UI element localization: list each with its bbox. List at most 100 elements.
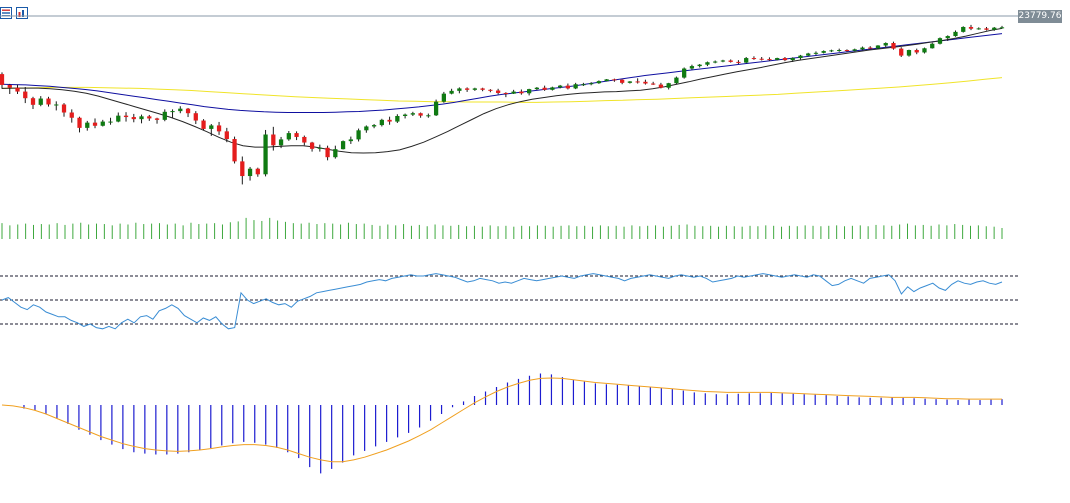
bullish-candle	[945, 36, 950, 39]
bearish-candle	[123, 115, 129, 118]
bullish-candle	[116, 115, 121, 122]
bearish-candle	[77, 117, 82, 128]
volume-panel	[1, 217, 1003, 239]
bearish-candle	[984, 28, 989, 30]
bullish-candle	[38, 98, 43, 105]
bullish-candle	[906, 50, 912, 56]
bullish-candle	[596, 81, 602, 84]
bullish-candle	[558, 85, 563, 88]
bearish-candle	[658, 84, 664, 88]
bearish-candle	[728, 60, 733, 62]
price-panel	[0, 15, 1018, 185]
bearish-candle	[255, 168, 260, 175]
bullish-candle	[813, 52, 819, 54]
bullish-candle	[364, 126, 369, 131]
bullish-candle	[775, 58, 780, 60]
bullish-candle	[697, 64, 702, 67]
bearish-candle	[0, 74, 5, 85]
moving-average-mid	[1, 33, 1003, 113]
signal-line	[1, 377, 1002, 463]
bullish-candle	[278, 139, 284, 146]
bearish-candle	[185, 108, 191, 114]
bullish-candle	[139, 116, 144, 120]
bullish-candle	[627, 81, 633, 83]
bullish-candle	[550, 87, 555, 90]
bearish-candle	[23, 91, 28, 99]
histogram-panel	[1, 373, 1003, 474]
bearish-candle	[565, 85, 571, 89]
bullish-candle	[875, 45, 881, 49]
bearish-candle	[736, 61, 741, 63]
bearish-candle	[464, 88, 470, 90]
bearish-candle	[61, 104, 67, 113]
bullish-candle	[883, 43, 888, 46]
bearish-candle	[387, 119, 392, 122]
bearish-candle	[899, 48, 904, 56]
bullish-candle	[604, 79, 609, 82]
bullish-candle	[976, 28, 981, 30]
oscillator-line	[1, 273, 1003, 330]
bullish-candle	[589, 83, 594, 85]
bearish-candle	[271, 134, 276, 146]
bullish-candle	[999, 27, 1005, 29]
bearish-candle	[759, 58, 764, 60]
bullish-candle	[441, 93, 446, 102]
bullish-candle	[527, 89, 532, 94]
bearish-candle	[418, 113, 423, 116]
bullish-candle	[263, 134, 268, 175]
bearish-candle	[503, 92, 509, 94]
bearish-candle	[542, 87, 547, 90]
bearish-candle	[767, 59, 772, 61]
bearish-candle	[480, 88, 485, 90]
bearish-candle	[868, 47, 873, 49]
bullish-candle	[209, 125, 214, 129]
chart-properties-icon[interactable]	[16, 4, 28, 19]
bullish-candle	[534, 87, 540, 90]
bullish-candle	[511, 91, 516, 94]
bullish-candle	[178, 108, 183, 112]
bearish-candle	[216, 125, 222, 132]
bearish-candle	[782, 58, 788, 61]
bullish-candle	[953, 31, 958, 37]
bearish-candle	[620, 79, 625, 83]
bearish-candle	[968, 26, 974, 29]
bullish-candle	[720, 60, 726, 62]
bearish-candle	[844, 50, 850, 52]
bullish-candle	[162, 111, 167, 120]
bearish-candle	[519, 91, 524, 94]
bullish-candle	[744, 58, 749, 63]
bullish-candle	[54, 104, 59, 106]
bullish-candle	[449, 90, 454, 94]
bullish-candle	[821, 51, 826, 53]
bearish-candle	[651, 83, 656, 85]
oscillator-panel	[0, 273, 1018, 330]
bullish-candle	[348, 139, 353, 142]
bullish-candle	[806, 53, 811, 56]
bullish-candle	[674, 77, 679, 84]
bearish-candle	[30, 98, 36, 105]
moving-average-slow	[1, 77, 1003, 103]
current-price-label: 23779.76	[1018, 10, 1062, 23]
bearish-candle	[92, 122, 98, 126]
bullish-candle	[472, 88, 477, 90]
bullish-candle	[340, 141, 346, 150]
bullish-candle	[992, 27, 997, 30]
bullish-candle	[790, 58, 795, 61]
bullish-candle	[581, 84, 586, 86]
bullish-candle	[961, 26, 966, 32]
bearish-candle	[635, 81, 640, 83]
bullish-candle	[317, 147, 322, 149]
bullish-candle	[410, 113, 415, 115]
bullish-candle	[837, 50, 842, 52]
bearish-candle	[914, 50, 919, 53]
bullish-candle	[85, 122, 90, 128]
bearish-candle	[154, 118, 160, 120]
bullish-candle	[426, 115, 431, 117]
bullish-candle	[852, 49, 857, 51]
bearish-candle	[495, 90, 501, 93]
bearish-candle	[240, 161, 245, 177]
bullish-candle	[100, 121, 105, 126]
bullish-candle	[379, 119, 384, 126]
bullish-candle	[356, 130, 361, 140]
